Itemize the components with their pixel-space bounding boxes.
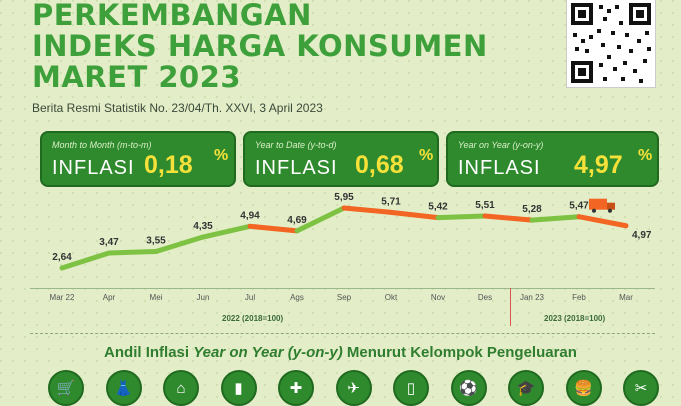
x-tick-label: Mar 22	[50, 293, 75, 302]
card-value: 0,68	[355, 151, 404, 179]
card-unit: %	[638, 147, 653, 164]
group-label-2022: 2022 (2018=100)	[222, 314, 284, 323]
x-axis-line	[30, 288, 655, 289]
card-label: INFLASI	[458, 157, 541, 179]
data-label: 4,94	[240, 210, 260, 221]
data-label: 4,35	[193, 221, 213, 232]
year-split-line	[510, 288, 511, 326]
series-segment	[106, 249, 159, 256]
data-label: 5,51	[475, 200, 495, 211]
series-segment	[247, 223, 300, 234]
x-tick-label: Mar	[619, 293, 633, 302]
data-label: 3,47	[99, 237, 119, 248]
data-label: 5,71	[381, 196, 401, 207]
data-label: 5,95	[334, 192, 354, 203]
series-segment	[341, 205, 394, 215]
truck-icon	[589, 198, 615, 213]
x-tick-label: Ags	[290, 293, 304, 302]
x-tick-label: Feb	[572, 293, 586, 302]
card-unit: %	[214, 147, 229, 164]
x-tick-label: Nov	[431, 293, 445, 302]
series-segment	[576, 214, 629, 229]
x-tick-label: Apr	[103, 293, 116, 302]
appliance-icon: ▮	[220, 370, 257, 406]
card-unit: %	[419, 147, 434, 164]
phone-icon: ▯	[393, 370, 429, 406]
graduation-cap-icon: 🎓	[508, 370, 544, 406]
series-segment	[482, 213, 535, 223]
data-label: 5,28	[522, 204, 542, 215]
series-segment	[200, 223, 253, 240]
x-tick-label: Okt	[385, 293, 398, 302]
x-tick-label: Jun	[197, 293, 210, 302]
x-tick-label: Des	[478, 293, 492, 302]
clothing-icon: 👗	[105, 370, 142, 406]
section-title: Andil Inflasi Year on Year (y-on-y) Menu…	[104, 344, 577, 361]
card-value: 4,97	[574, 151, 623, 179]
page-subtitle: Berita Resmi Statistik No. 23/04/Th. XXV…	[32, 101, 323, 115]
series-segment	[153, 234, 206, 255]
card-label: INFLASI	[255, 157, 338, 179]
card-label: INFLASI	[52, 157, 135, 179]
airplane-icon: ✈	[335, 370, 372, 406]
card-caption: Year to Date (y-to-d)	[255, 140, 337, 150]
data-label: 3,55	[146, 236, 166, 247]
inflation-card-ytd: Year to Date (y-to-d) INFLASI 0,68 %	[243, 131, 439, 187]
inflation-card-mtm: Month to Month (m-to-m) INFLASI 0,18 %	[40, 131, 236, 187]
data-label: 4,97	[632, 230, 652, 241]
health-icon: ✚	[278, 370, 314, 406]
ball-icon: ⚽	[450, 370, 487, 406]
data-label: 4,69	[287, 215, 307, 226]
page-title: PERKEMBANGAN INDEKS HARGA KONSUMEN MARET…	[32, 0, 488, 94]
data-label: 5,47	[569, 201, 589, 212]
card-caption: Year on Year (y-on-y)	[458, 140, 544, 150]
data-label: 5,42	[428, 202, 448, 213]
x-tick-label: Mei	[150, 293, 163, 302]
data-label: 2,64	[52, 252, 72, 263]
series-segment	[435, 213, 488, 221]
group-label-2023: 2023 (2018=100)	[544, 314, 606, 323]
divider	[30, 333, 655, 334]
card-value: 0,18	[144, 151, 193, 179]
inflation-line-chart: 2,64 Mar 22 3,47 Apr 3,55 Mei 4,35 Jun 4,94 Jul 4,…	[50, 192, 652, 302]
series-segment	[388, 209, 441, 221]
inflation-card-yoy: Year on Year (y-on-y) INFLASI 4,97 %	[446, 131, 659, 187]
tools-icon: ✂	[623, 370, 659, 406]
series-segment	[529, 214, 582, 223]
food-icon: 🍔	[565, 370, 602, 406]
house-icon: ⌂	[163, 370, 199, 406]
x-tick-label: Jul	[245, 293, 255, 302]
x-tick-label: Sep	[337, 293, 352, 302]
card-caption: Month to Month (m-to-m)	[52, 140, 152, 150]
series-segment	[294, 205, 347, 234]
series-segment	[59, 250, 112, 271]
basket-icon: 🛒	[48, 370, 84, 406]
x-tick-label: Jan 23	[520, 293, 545, 302]
qr-code	[566, 0, 656, 88]
